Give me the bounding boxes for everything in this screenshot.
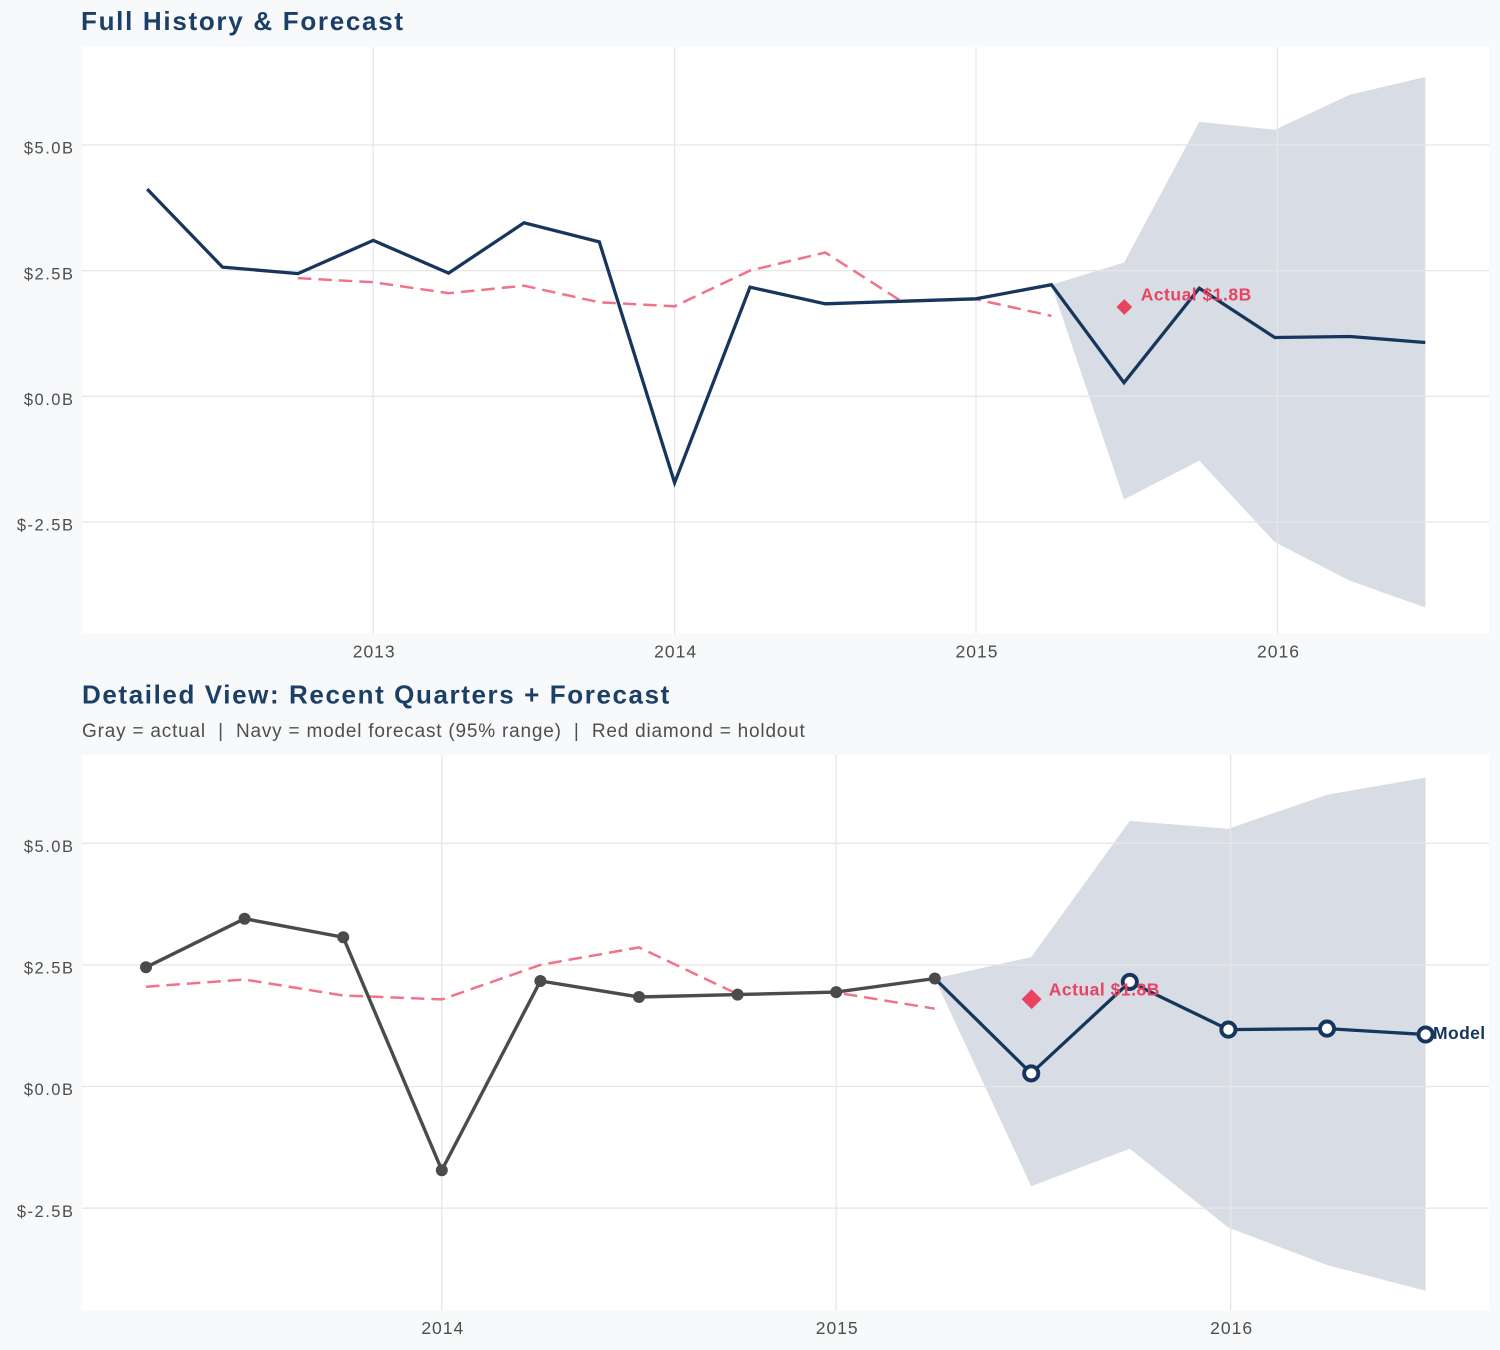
svg-text:2015: 2015 (956, 642, 999, 662)
svg-text:2014: 2014 (421, 1318, 464, 1338)
svg-text:Actual $1.8B: Actual $1.8B (1049, 980, 1160, 1000)
svg-text:2013: 2013 (353, 642, 396, 662)
svg-text:$-2.5B: $-2.5B (17, 1203, 75, 1221)
svg-text:$2.5B: $2.5B (24, 960, 75, 978)
svg-text:$0.0B: $0.0B (24, 1081, 75, 1099)
svg-text:2014: 2014 (654, 642, 697, 662)
svg-text:Gray = actual | Navy = model: Gray = actual | Navy = model forecast (9… (82, 721, 806, 742)
svg-text:$5.0B: $5.0B (24, 838, 75, 856)
svg-text:2015: 2015 (816, 1318, 859, 1338)
svg-text:$0.0B: $0.0B (24, 391, 75, 409)
svg-text:Actual $1.8B: Actual $1.8B (1141, 285, 1252, 305)
svg-text:$-2.5B: $-2.5B (17, 517, 75, 535)
svg-text:Model: Model (1433, 1023, 1486, 1043)
svg-text:Full History & Forecast: Full History & Forecast (81, 6, 405, 36)
svg-text:Detailed View: Recent Quarters: Detailed View: Recent Quarters + Forecas… (82, 680, 671, 710)
svg-text:2016: 2016 (1257, 642, 1300, 662)
svg-text:2016: 2016 (1210, 1318, 1253, 1338)
svg-text:$5.0B: $5.0B (24, 140, 75, 158)
svg-text:$2.5B: $2.5B (24, 265, 75, 283)
